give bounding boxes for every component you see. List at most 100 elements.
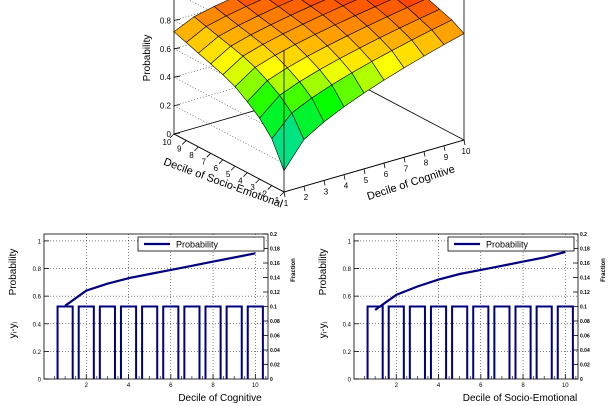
x-tick-label: 6 — [479, 383, 483, 389]
x-tick-label: 4 — [344, 182, 349, 191]
y-tick — [218, 159, 224, 165]
x-tick-label: 2 — [395, 383, 399, 389]
surface-cell — [271, 112, 305, 172]
x-tick-label: 3 — [324, 187, 329, 196]
z-tick-label: 0 — [167, 130, 172, 139]
y2-tick-label: 0.16 — [270, 261, 280, 267]
z-tick-label: 0.2 — [160, 102, 172, 111]
legend-label: Probability — [486, 240, 529, 250]
x-tick-label: 5 — [364, 176, 369, 185]
y-tick-label: 0.2 — [33, 350, 42, 356]
y-tick-label: 1 — [348, 239, 352, 245]
y-tick — [206, 153, 211, 158]
surface-plot: 00.20.40.60.811234567891012345678910 Pro… — [142, 0, 471, 210]
y-tick-label: 10 — [163, 138, 172, 147]
y2-tick-label: 0.2 — [270, 232, 277, 238]
y2-tick-label: 0.12 — [270, 290, 280, 296]
y-tick-label: 0.4 — [343, 322, 352, 328]
y-tick — [194, 146, 199, 152]
y-tick-label: 0.6 — [33, 295, 42, 301]
y-tick — [181, 140, 187, 145]
y-tick — [279, 191, 285, 197]
probability-line — [64, 252, 256, 307]
x-tick-label: 6 — [384, 170, 389, 179]
x-tick — [403, 157, 406, 163]
left-axis-label: Probability — [318, 249, 329, 296]
z-tick — [173, 132, 181, 135]
y2-tick-label: 0.08 — [270, 319, 280, 325]
x-tick — [383, 163, 386, 169]
histogram-bars — [56, 305, 264, 379]
surface-mesh — [173, 0, 465, 172]
y2-tick-label: 0.06 — [270, 334, 280, 340]
y-tick-label: 0.2 — [343, 350, 352, 356]
y-tick-label: 8 — [189, 151, 194, 160]
y2-tick-label: 0.14 — [270, 276, 280, 282]
x-tick-label: 9 — [444, 153, 449, 162]
x-axis-label: Decile of Cognitive — [178, 393, 262, 404]
y2-tick-label: 0.14 — [580, 276, 590, 282]
y-tick-label: 6 — [214, 164, 219, 173]
x-tick — [363, 168, 366, 174]
y-tick-label: 0.8 — [343, 267, 352, 273]
x-tick-label: 2 — [85, 383, 89, 389]
y-axis-label: Decile of Socio-Emotional — [162, 156, 284, 210]
x-tick-label: 7 — [404, 164, 409, 173]
y-tick-label: 4 — [238, 177, 243, 186]
y-tick — [255, 178, 260, 184]
left-axis-sublabel: yᵢ-yⱼ — [8, 321, 19, 338]
z-axis-label: Probability — [142, 35, 153, 82]
y2-tick-label: 0.2 — [580, 232, 587, 238]
y2-tick-label: 0.16 — [580, 261, 590, 267]
x-tick — [423, 151, 426, 157]
left-axis-sublabel: yᵢ-yⱼ — [318, 321, 329, 338]
x-tick — [323, 180, 326, 186]
y-tick — [230, 165, 236, 171]
socio-emotional-panel: Probability yᵢ-yⱼ Fraction Decile of Soc… — [318, 232, 607, 404]
z-tick-label: 0.6 — [160, 45, 172, 54]
x-tick — [303, 186, 306, 192]
y2-tick-label: 0.1 — [270, 305, 277, 311]
legend-label: Probability — [176, 240, 219, 250]
x-tick-label: 4 — [437, 383, 441, 389]
right-axis-label: Fraction — [291, 258, 297, 282]
cognitive-panel: Probability yᵢ-yⱼ Fraction Decile of Cog… — [8, 232, 297, 404]
y-tick-label: 2 — [263, 190, 268, 199]
y2-tick-label: 0.18 — [580, 247, 590, 253]
x-tick — [463, 139, 466, 146]
y-tick-label: 3 — [250, 183, 255, 192]
x-axis-label: Decile of Cognitive — [366, 163, 457, 203]
x-tick-label: 10 — [252, 383, 259, 389]
x-tick-label: 8 — [211, 383, 215, 389]
surface-ticks: 00.20.40.60.811234567891012345678910 — [160, 16, 471, 208]
surface-box-front — [283, 50, 465, 193]
y-tick-label: 7 — [201, 157, 206, 166]
x-tick-label: 8 — [424, 159, 429, 168]
y-tick-label: 0.4 — [33, 322, 42, 328]
x-tick-label: 10 — [562, 383, 569, 389]
y2-tick-label: 0.02 — [270, 363, 280, 369]
x-tick — [443, 145, 446, 151]
z-tick-label: 0.4 — [160, 73, 172, 82]
x-tick-label: 8 — [521, 383, 525, 389]
x-tick-label: 4 — [127, 383, 131, 389]
y2-tick-label: 0.18 — [270, 247, 280, 253]
z-tick-label: 0.8 — [160, 16, 172, 25]
y-tick-label: 5 — [226, 170, 231, 179]
legend-box — [137, 236, 265, 252]
box-edge — [283, 139, 465, 193]
y2-tick-label: 0.04 — [580, 348, 590, 354]
y2-tick-label: 0.06 — [580, 334, 590, 340]
y-tick — [267, 185, 273, 190]
x-axis-label: Decile of Socio-Emotional — [463, 393, 578, 404]
z-tick — [173, 19, 181, 21]
y2-tick-label: 0.02 — [580, 363, 590, 369]
right-axis-label: Fraction — [601, 258, 607, 282]
y-tick-label: 1 — [275, 196, 280, 205]
y-tick-label: 0 — [38, 378, 42, 384]
y2-tick-label: 0 — [270, 377, 273, 383]
box-edge — [173, 133, 285, 193]
y-tick-label: 1 — [38, 239, 42, 245]
legend-box — [447, 236, 575, 252]
